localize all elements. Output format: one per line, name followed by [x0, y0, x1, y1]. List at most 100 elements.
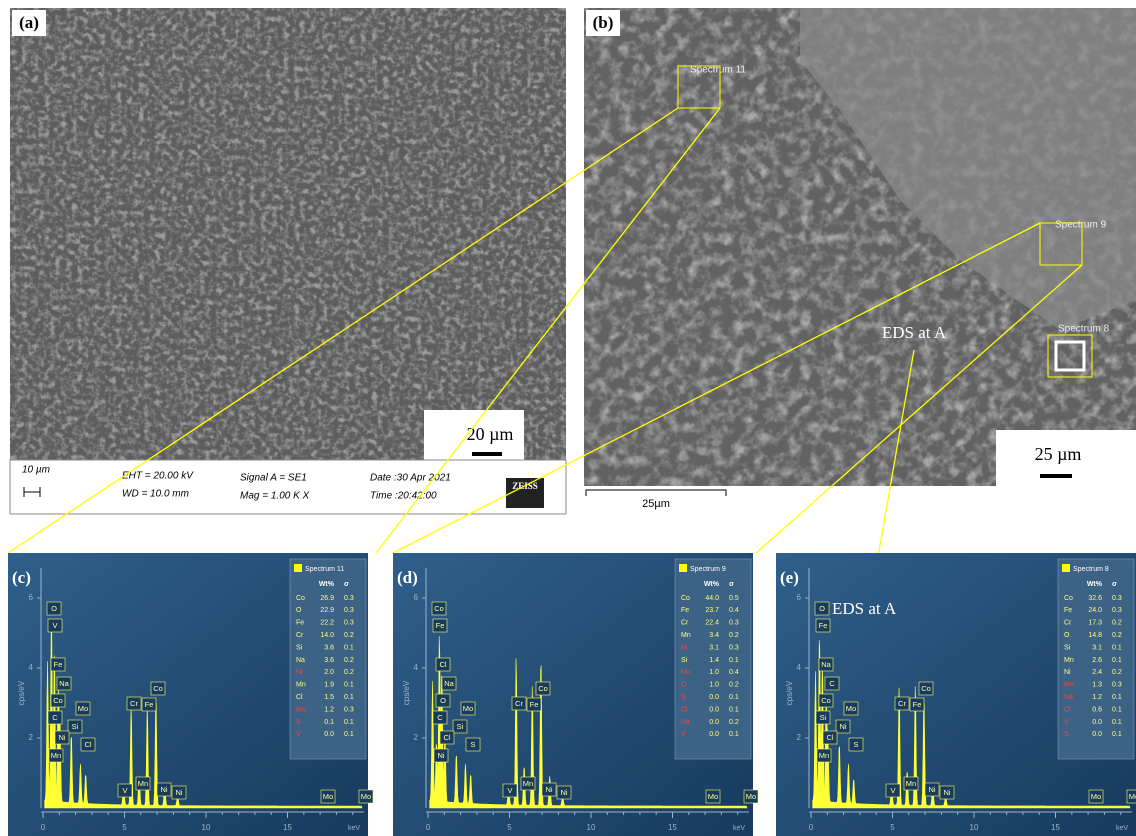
panel-label: (b): [593, 13, 614, 32]
peak-label-box: [431, 601, 447, 616]
wt-percent: 1.2: [1092, 694, 1102, 701]
element: Mo: [1064, 682, 1074, 689]
peak-label-box: [135, 776, 151, 791]
element: Co: [681, 595, 690, 602]
connectors: [7, 107, 1083, 588]
peak-label: Ni: [928, 785, 935, 794]
sigma: 0.3: [344, 620, 354, 627]
x-tick-label: 10: [587, 823, 596, 832]
peak-label: Mo: [323, 792, 333, 801]
element: Si: [1064, 644, 1071, 651]
peak-label: Cr: [515, 699, 523, 708]
legend-swatch: [1062, 564, 1070, 572]
peak-label-box: [835, 719, 851, 734]
sigma: 0.2: [344, 632, 354, 639]
sigma: 0.2: [344, 669, 354, 676]
table-box: [674, 558, 752, 760]
peak-label-box: [465, 737, 481, 752]
sigma: 0.4: [729, 669, 739, 676]
peak-label: Co: [434, 604, 444, 613]
peak-label: O: [440, 696, 446, 705]
element: Cr: [681, 620, 689, 627]
peak-label: Co: [821, 696, 831, 705]
peak-label: Ni: [437, 751, 444, 760]
peak-label-box: [435, 693, 451, 708]
element: Cr: [296, 632, 304, 639]
peak-label-box: [824, 676, 840, 691]
x-tick-label: 0: [426, 823, 431, 832]
x-tick-label: 10: [202, 823, 211, 832]
peak-label: Na: [821, 660, 831, 669]
peak-label-box: [75, 701, 91, 716]
info-time: Time :20:42:00: [370, 491, 437, 502]
peak-label-box: [909, 697, 925, 712]
sigma: 0.4: [729, 607, 739, 614]
peak-label: C: [52, 713, 58, 722]
peak-label-box: [541, 782, 557, 797]
scale-bar: [1040, 474, 1072, 478]
peak-label-box: [939, 785, 955, 800]
wt-percent: 1.9: [324, 682, 334, 689]
wt-percent: 22.2: [320, 620, 334, 627]
peak-label-box: [50, 657, 66, 672]
wt-percent: 1.3: [1092, 682, 1102, 689]
wt-percent: 3.6: [324, 657, 334, 664]
wt-percent: 1.0: [709, 682, 719, 689]
peak-label-box: [502, 783, 518, 798]
peak-label-box: [511, 696, 527, 711]
sigma: 0.1: [344, 731, 354, 738]
peak-label-box: [117, 783, 133, 798]
sigma: 0.1: [1112, 657, 1122, 664]
panel-label: (e): [780, 568, 799, 587]
sigma: 0.1: [729, 657, 739, 664]
legend-swatch: [679, 564, 687, 572]
annotation: EDS at A: [882, 323, 947, 342]
info-wd: WD = 10.0 mm: [122, 489, 189, 500]
peak-label: Cl: [84, 740, 91, 749]
peak-label: S: [853, 740, 858, 749]
peak-label-box: [520, 776, 536, 791]
connector: [7, 107, 679, 554]
peak-label: V: [52, 621, 57, 630]
sigma: 0.2: [729, 719, 739, 726]
peak-label: Co: [538, 684, 548, 693]
element: Mn: [296, 682, 306, 689]
peak-label-box: [1126, 789, 1136, 804]
element: S: [681, 694, 686, 701]
x-unit: keV: [1116, 825, 1128, 832]
scale-box: [424, 410, 524, 460]
instrument-scale: 25µm: [642, 498, 670, 510]
peak-label: Ni: [175, 788, 182, 797]
peak-label: Mo: [1091, 792, 1101, 801]
region-box: [677, 65, 721, 109]
spectrum: [429, 635, 748, 809]
element: Si: [681, 657, 688, 664]
x-tick-label: 15: [1051, 823, 1060, 832]
peak-label-box: [439, 730, 455, 745]
peak-label-box: [156, 782, 172, 797]
peak-label-box: [918, 681, 934, 696]
peak-label-box: [441, 676, 457, 691]
table-title: Spectrum 8: [1073, 566, 1109, 573]
y-axis-label: cps/eV: [785, 680, 794, 705]
peak-label-box: [433, 748, 449, 763]
sigma: 0.1: [344, 682, 354, 689]
sigma: 0.1: [729, 694, 739, 701]
annotation: EDS at A: [832, 599, 897, 618]
peak-label: Si: [72, 722, 79, 731]
element: Fe: [681, 607, 689, 614]
sigma: 0.1: [729, 731, 739, 738]
peak-label-box: [435, 657, 451, 672]
panel-b: (b) Spectrum 11 Spectrum 9 Spectrum 8 ED…: [584, 8, 1136, 510]
spectrum: [44, 621, 363, 809]
spectrum-label: Spectrum 9: [1055, 220, 1107, 231]
element: S: [296, 719, 301, 726]
wt-percent: 0.0: [1092, 731, 1102, 738]
sigma: 0.1: [1112, 706, 1122, 713]
peak-label-box: [54, 730, 70, 745]
peak-label: Cl: [439, 660, 446, 669]
table-header: σ: [344, 581, 349, 588]
peak-label-box: [320, 789, 336, 804]
peak-label-box: [47, 618, 63, 633]
